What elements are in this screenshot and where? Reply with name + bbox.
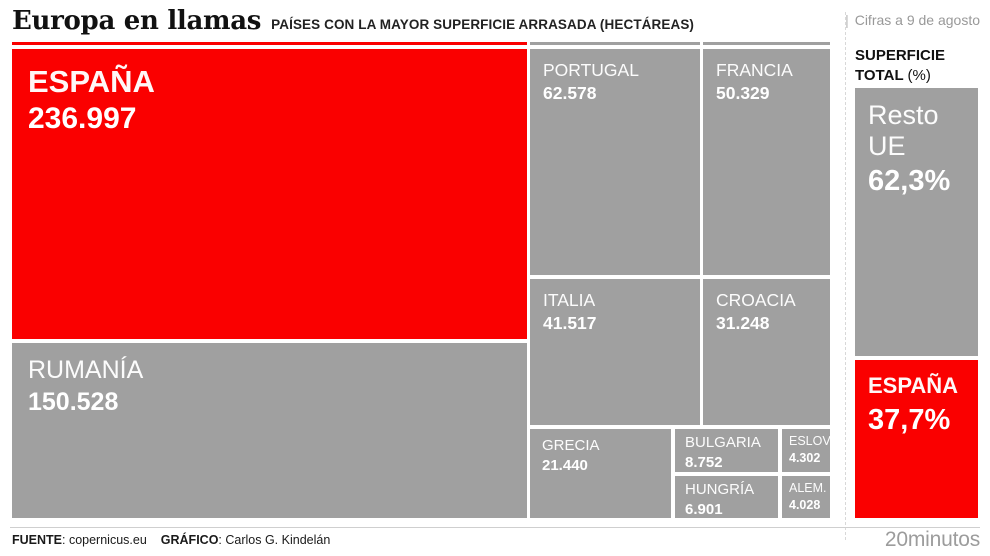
- treemap-cell-italia: ITALIA 41.517: [530, 279, 700, 425]
- credit-value: : Carlos G. Kindelán: [218, 533, 331, 547]
- share-title-line1: SUPERFICIE: [855, 47, 946, 64]
- treemap-cell-francia: FRANCIA 50.329: [703, 49, 830, 275]
- segment-label: ESPAÑA: [868, 373, 959, 398]
- header: Europa en llamas PAÍSES CON LA MAYOR SUPE…: [12, 6, 978, 40]
- cap-espana: [12, 42, 527, 45]
- cell-value: 236.997: [28, 102, 137, 136]
- cell-value: 8.752: [685, 453, 723, 471]
- cell-value: 41.517: [543, 312, 597, 333]
- cell-label: ESLOV.: [789, 434, 830, 448]
- share-segment-resto-ue: Resto UE 62,3%: [855, 88, 978, 356]
- cell-value: 6.901: [685, 500, 723, 518]
- cell-label: ITALIA: [543, 290, 596, 310]
- cell-value: 50.329: [716, 82, 770, 103]
- cell-value: 31.248: [716, 312, 770, 333]
- footer-divider: [10, 527, 980, 528]
- cell-label: BULGARIA: [685, 434, 761, 451]
- cell-value: 62.578: [543, 82, 597, 103]
- segment-value: 62,3%: [868, 165, 951, 198]
- cell-label: ALEM.: [789, 481, 827, 495]
- cell-label: CROACIA: [716, 290, 796, 310]
- segment-value: 37,7%: [868, 403, 951, 436]
- treemap-cell-croacia: CROACIA 31.248: [703, 279, 830, 425]
- treemap-cell-eslovaquia: ESLOV. 4.302: [782, 429, 830, 472]
- cell-label: RUMANÍA: [28, 356, 144, 384]
- cell-label: GRECIA: [542, 437, 600, 454]
- page-subtitle: PAÍSES CON LA MAYOR SUPERFICIE ARRASADA …: [271, 17, 695, 32]
- cell-value: 4.028: [789, 497, 821, 512]
- source-value: : copernicus.eu: [62, 533, 147, 547]
- treemap-cell-rumania: RUMANÍA 150.528: [12, 343, 527, 518]
- note-divider: |: [845, 12, 849, 28]
- cell-label: FRANCIA: [716, 60, 793, 80]
- share-title-line2: TOTAL: [855, 67, 908, 85]
- vertical-dashed-divider: [845, 12, 846, 540]
- treemap-cell-portugal: PORTUGAL 62.578: [530, 49, 700, 275]
- source-credits: FUENTE: copernicus.eu GRÁFICO: Carlos G. …: [12, 533, 330, 547]
- treemap-cell-alemania: ALEM. 4.028: [782, 476, 830, 518]
- cell-label: PORTUGAL: [543, 60, 639, 80]
- credit-label: GRÁFICO: [160, 533, 219, 547]
- page-title: Europa en llamas: [12, 6, 262, 36]
- treemap-cell-grecia: GRECIA 21.440: [530, 429, 671, 518]
- date-note: | Cifras a 9 de agosto: [845, 12, 980, 28]
- source-label: FUENTE: [12, 533, 62, 547]
- cell-value: 150.528: [28, 388, 119, 417]
- treemap-cell-bulgaria: BULGARIA 8.752: [675, 429, 778, 472]
- brand-logo: 20minutos: [884, 528, 980, 551]
- treemap-cell-espana: ESPAÑA 236.997: [12, 49, 527, 339]
- share-panel-title: SUPERFICIE TOTAL (%): [855, 46, 985, 87]
- cell-label: HUNGRÍA: [685, 481, 755, 498]
- share-segment-espana: ESPAÑA 37,7%: [855, 360, 978, 518]
- cap-portugal: [530, 42, 700, 45]
- cell-label: ESPAÑA: [28, 64, 155, 99]
- cell-value: 21.440: [542, 456, 588, 474]
- segment-label: Resto UE: [868, 100, 939, 162]
- cap-francia: [703, 42, 830, 45]
- cell-value: 4.302: [789, 450, 821, 465]
- treemap: ESPAÑA 236.997 RUMANÍA 150.528 PORTUGAL …: [12, 42, 830, 518]
- treemap-cell-hungria: HUNGRÍA 6.901: [675, 476, 778, 518]
- share-title-unit: (%): [907, 67, 931, 85]
- date-note-text: Cifras a 9 de agosto: [854, 12, 980, 28]
